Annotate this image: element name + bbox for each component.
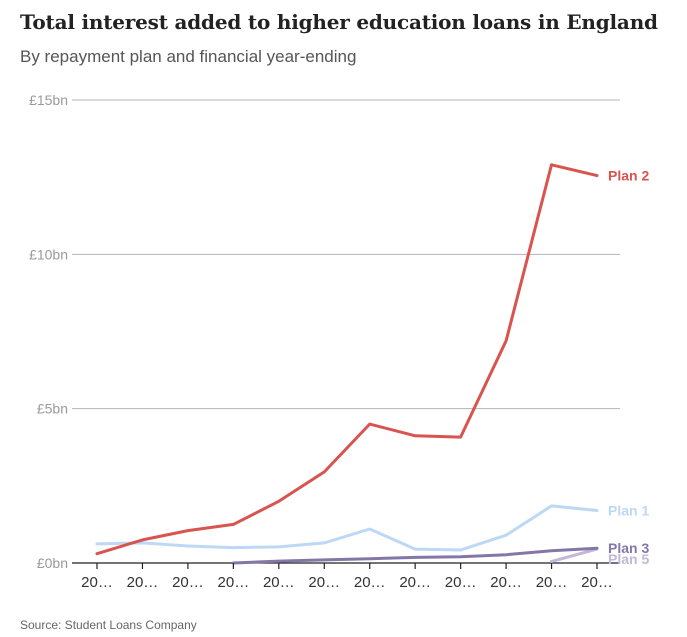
chart-title: Total interest added to higher education… xyxy=(20,10,658,34)
series-label-plan-3: Plan 3 xyxy=(608,540,649,556)
x-tick-label: 20… xyxy=(490,574,522,591)
series-label-plan-2: Plan 2 xyxy=(608,168,649,184)
series-line-plan-1 xyxy=(95,504,599,552)
chart-subtitle: By repayment plan and financial year-end… xyxy=(20,47,357,66)
source-note: Source: Student Loans Company xyxy=(20,618,197,632)
x-tick-label: 20… xyxy=(308,574,340,591)
x-tick-label: 20… xyxy=(81,574,113,591)
series-line-plan-2 xyxy=(95,163,599,556)
x-tick-label: 20… xyxy=(581,574,613,591)
series-line-plan-5 xyxy=(550,547,599,563)
x-tick-label: 20… xyxy=(536,574,568,591)
x-tick-label: 20… xyxy=(354,574,386,591)
y-tick-label: £10bn xyxy=(29,246,68,262)
series-label-plan-1: Plan 1 xyxy=(608,503,649,519)
x-tick-label: 20… xyxy=(263,574,295,591)
x-tick-label: 20… xyxy=(218,574,250,591)
y-tick-label: £0bn xyxy=(37,555,68,571)
y-tick-label: £5bn xyxy=(37,401,68,417)
series-line-plan-3 xyxy=(231,546,599,565)
x-tick-label: 20… xyxy=(172,574,204,591)
x-tick-label: 20… xyxy=(399,574,431,591)
series-label-plan-5: Plan 5 xyxy=(608,551,649,567)
x-tick-label: 20… xyxy=(127,574,159,591)
x-tick-label: 20… xyxy=(445,574,477,591)
y-tick-label: £15bn xyxy=(29,92,68,108)
